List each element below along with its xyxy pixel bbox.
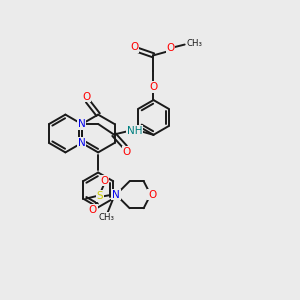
Text: S: S xyxy=(96,191,103,201)
Text: O: O xyxy=(89,205,97,215)
Text: O: O xyxy=(82,92,90,102)
Text: O: O xyxy=(167,44,175,53)
Text: N: N xyxy=(78,138,85,148)
Text: O: O xyxy=(123,147,131,157)
Text: N: N xyxy=(78,119,85,129)
Text: O: O xyxy=(148,190,156,200)
Text: O: O xyxy=(130,42,138,52)
Text: O: O xyxy=(149,82,158,92)
Text: CH₃: CH₃ xyxy=(186,38,202,47)
Text: NH: NH xyxy=(127,126,142,136)
Text: O: O xyxy=(100,176,108,186)
Text: CH₃: CH₃ xyxy=(98,213,114,222)
Text: N: N xyxy=(112,190,120,200)
